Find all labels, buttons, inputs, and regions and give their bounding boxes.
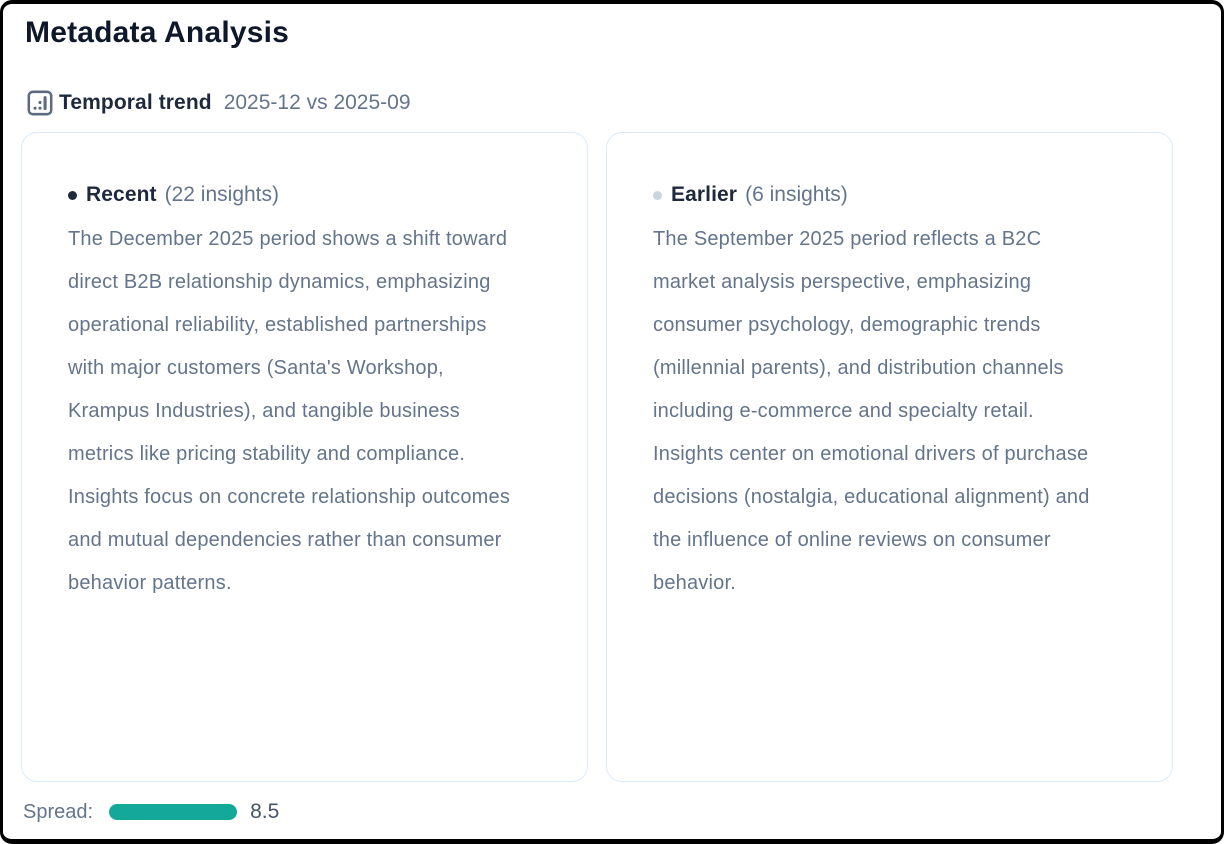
recent-card-header: Recent (22 insights): [68, 183, 523, 207]
earlier-summary-text: The September 2025 period reflects a B2C…: [653, 228, 1090, 594]
bar-chart-icon: [23, 86, 57, 120]
comparison-periods: 2025-12 vs 2025-09: [223, 91, 411, 114]
earlier-period-card: Earlier (6 insights) The September 2025 …: [606, 132, 1173, 782]
spread-value: 8.5: [250, 800, 280, 823]
comparison-cards: Recent (22 insights) The December 2025 p…: [21, 132, 1173, 782]
temporal-trend-header: Temporal trend 2025-12 vs 2025-09: [23, 86, 1221, 120]
section-title: Temporal trend: [59, 91, 212, 114]
spread-bar: [109, 804, 238, 820]
spread-metric-row: Spread: 8.5: [23, 800, 1221, 824]
earlier-bullet-dot: [653, 190, 662, 200]
page-title: Metadata Analysis: [25, 16, 290, 49]
recent-period-card: Recent (22 insights) The December 2025 p…: [21, 132, 588, 782]
recent-insight-count: (22 insights): [164, 183, 280, 206]
earlier-label: Earlier: [671, 183, 738, 206]
recent-label: Recent: [86, 183, 157, 206]
earlier-card-header: Earlier (6 insights): [653, 183, 1108, 207]
spread-label: Spread:: [23, 800, 94, 823]
recent-bullet-dot: [68, 190, 77, 200]
earlier-insight-count: (6 insights): [745, 183, 848, 206]
recent-summary-text: The December 2025 period shows a shift t…: [68, 228, 511, 594]
